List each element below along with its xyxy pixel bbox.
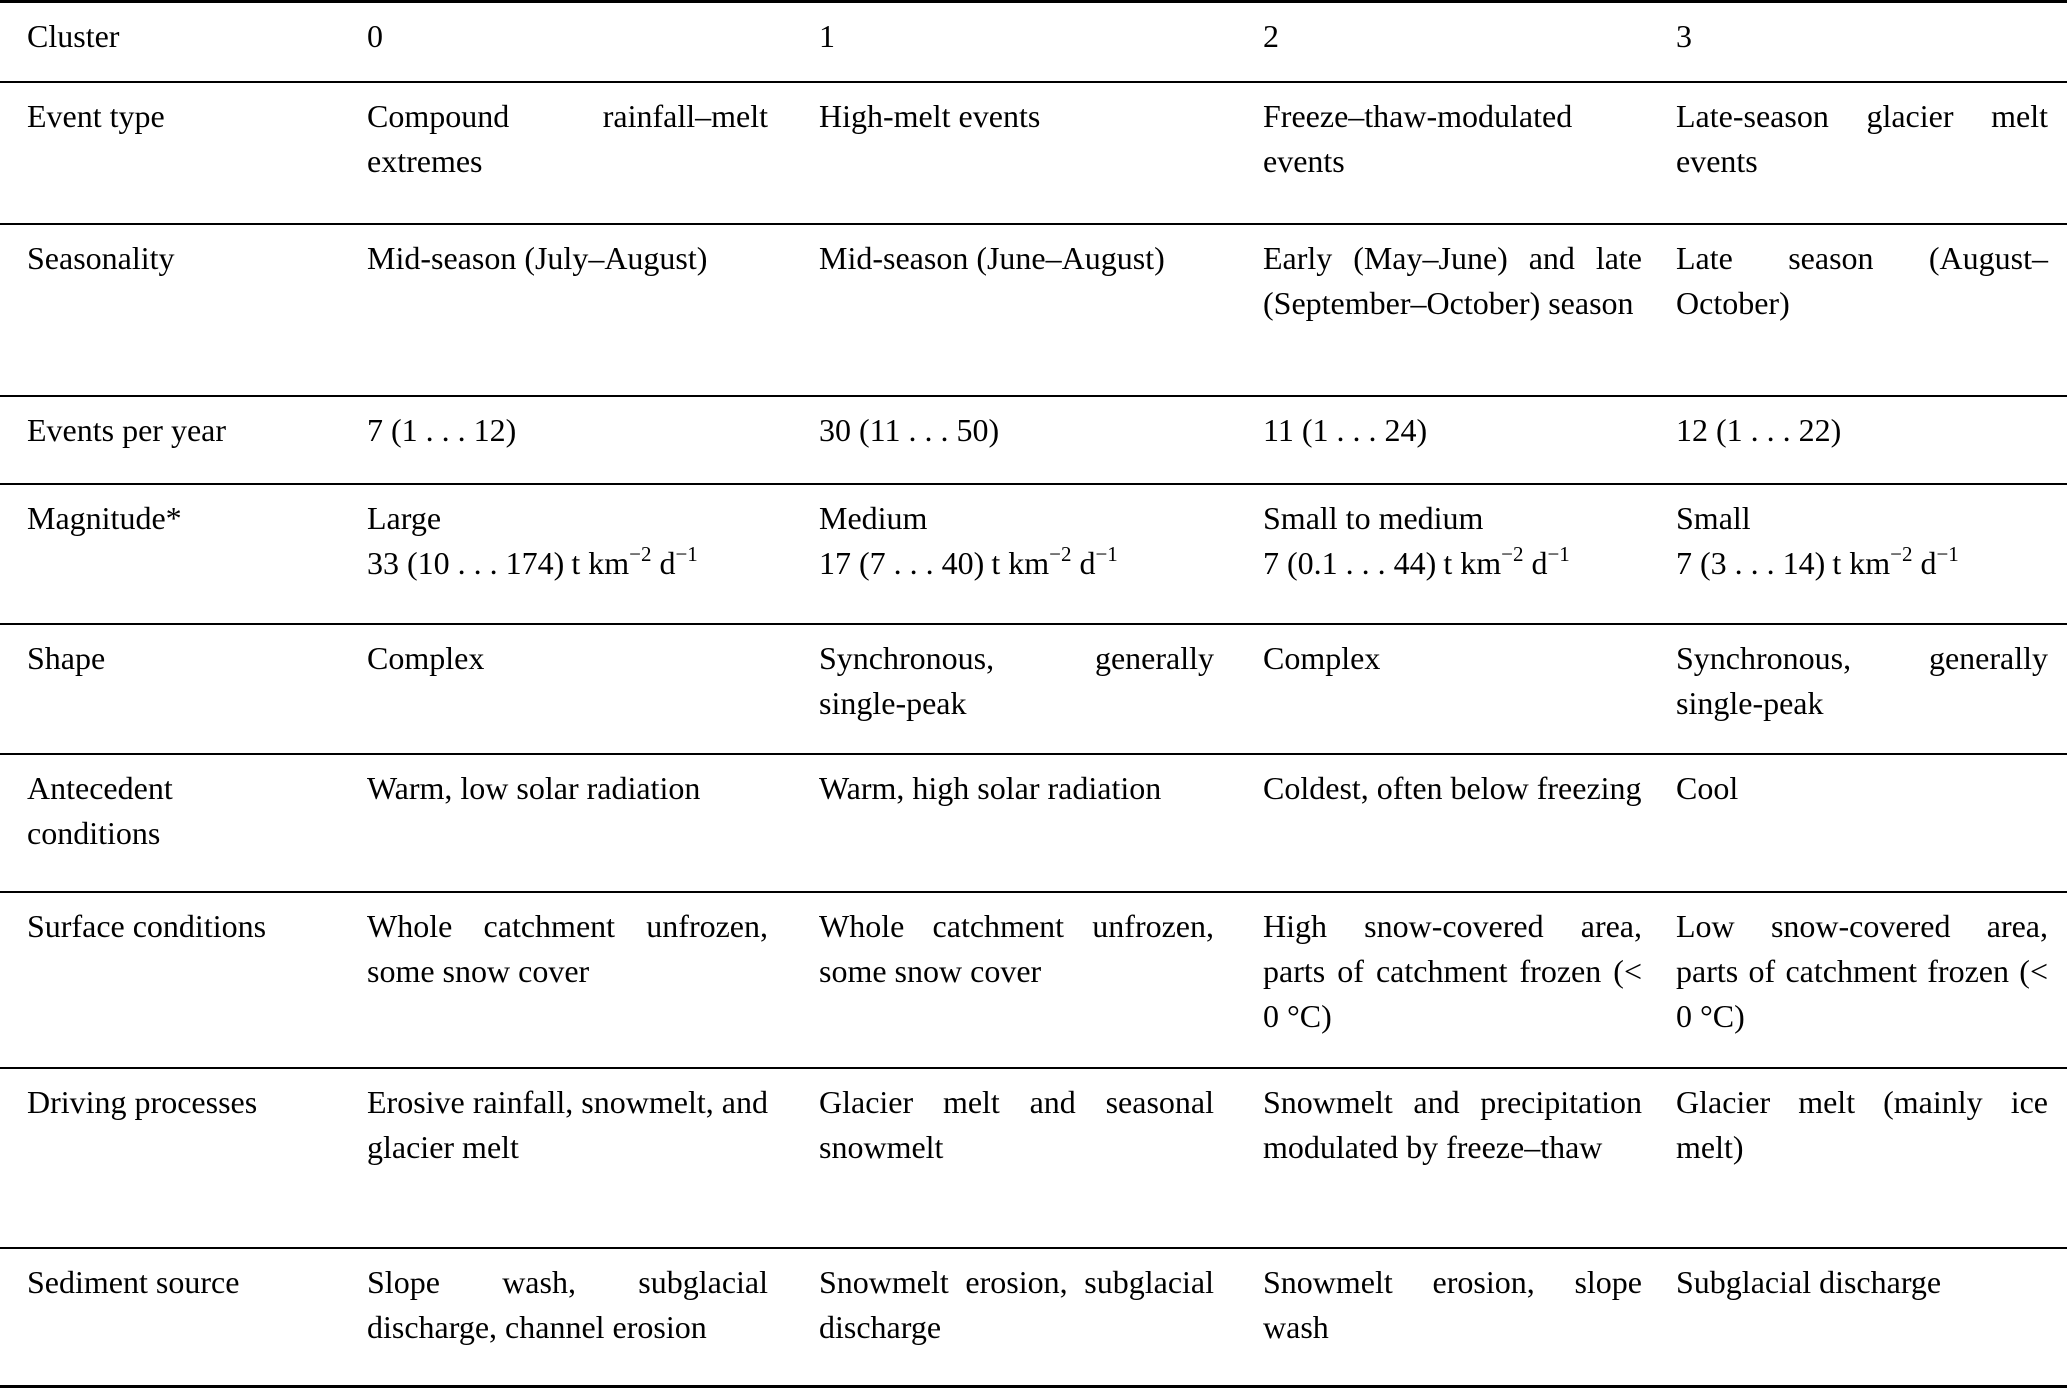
column-header-3: 3 — [1676, 18, 1692, 54]
magnitude-rate: 7 (0.1 . . . 44) t km−2 d−1 — [1263, 541, 1642, 586]
unit-t-km: t km — [1443, 545, 1502, 581]
table-cell: Coldest, often below freezing — [1262, 753, 1675, 892]
table-cell: Early (May–June) and late (September–Oct… — [1262, 223, 1675, 396]
column-header-2: 2 — [1263, 18, 1279, 54]
table-cell: Glacier melt and seasonal snowmelt — [818, 1067, 1262, 1248]
table-row-sediment-source: Sediment source Slope wash, subglacial d… — [0, 1247, 2067, 1387]
row-label: Events per year — [0, 395, 366, 484]
unit-exponent-d: −1 — [1095, 542, 1118, 566]
table-cell: Whole catchment unfrozen, some snow cove… — [366, 891, 818, 1068]
row-label: Seasonality — [0, 223, 366, 396]
magnitude-rate-value: 17 (7 . . . 40) — [819, 545, 985, 581]
magnitude-rate: 17 (7 . . . 40) t km−2 d−1 — [819, 541, 1214, 586]
table-cell: High snow-covered area, parts of catchme… — [1262, 891, 1675, 1068]
magnitude-rate-value: 7 (0.1 . . . 44) — [1263, 545, 1437, 581]
unit-exponent-d: −1 — [1547, 542, 1570, 566]
unit-t-km: t km — [571, 545, 630, 581]
row-label: Antecedent conditions — [0, 753, 366, 892]
table-cell: Snowmelt erosion, subglacial discharge — [818, 1247, 1262, 1387]
table-row-shape: Shape Complex Synchronous, generally sin… — [0, 623, 2067, 754]
column-header-0: 0 — [367, 18, 383, 54]
magnitude-rate-value: 7 (3 . . . 14) — [1676, 545, 1826, 581]
row-label: Driving processes — [0, 1067, 366, 1248]
table-cell: High-melt events — [818, 81, 1262, 224]
table-cell: 12 (1 . . . 22) — [1675, 395, 2067, 484]
table-cell: Whole catchment unfrozen, some snow cove… — [818, 891, 1262, 1068]
table-cell: Warm, high solar radiation — [818, 753, 1262, 892]
unit-exponent-km: −2 — [1890, 542, 1913, 566]
table-cell: Large 33 (10 . . . 174) t km−2 d−1 — [366, 483, 818, 624]
table-row-antecedent-conditions: Antecedent conditions Warm, low solar ra… — [0, 753, 2067, 892]
table-cell: 7 (1 . . . 12) — [366, 395, 818, 484]
unit-d: d — [1531, 545, 1548, 581]
table-cell: Mid-season (July–August) — [366, 223, 818, 396]
table-cell: Glacier melt (mainly ice melt) — [1675, 1067, 2067, 1248]
table-cell: Compound rainfall–melt extremes — [366, 81, 818, 224]
unit-d: d — [659, 545, 676, 581]
table-cell: Late season (August–October) — [1675, 223, 2067, 396]
unit-d: d — [1920, 545, 1937, 581]
magnitude-level: Small to medium — [1263, 500, 1484, 536]
row-label: Shape — [0, 623, 366, 754]
table-cell: Subglacial discharge — [1675, 1247, 2067, 1387]
table-cell: Erosive rainfall, snowmelt, and glacier … — [366, 1067, 818, 1248]
table-row-driving-processes: Driving processes Erosive rainfall, snow… — [0, 1067, 2067, 1248]
header-cluster-label: Cluster — [27, 18, 120, 54]
row-label: Magnitude* — [0, 483, 366, 624]
table-cell: Freeze–thaw-modulated events — [1262, 81, 1675, 224]
table-cell: Slope wash, subglacial discharge, channe… — [366, 1247, 818, 1387]
table-cell: Snowmelt and precipitation modulated by … — [1262, 1067, 1675, 1248]
unit-t-km: t km — [1832, 545, 1891, 581]
table-row-magnitude: Magnitude* Large 33 (10 . . . 174) t km−2… — [0, 483, 2067, 624]
table-cell: Cool — [1675, 753, 2067, 892]
magnitude-rate: 33 (10 . . . 174) t km−2 d−1 — [367, 541, 768, 586]
table-cell: Complex — [366, 623, 818, 754]
unit-t-km: t km — [991, 545, 1050, 581]
magnitude-rate-value: 33 (10 . . . 174) — [367, 545, 565, 581]
table-cell: Late-season glacier melt events — [1675, 81, 2067, 224]
table-cell: Synchronous, generally single-peak — [818, 623, 1262, 754]
table-cell: Medium 17 (7 . . . 40) t km−2 d−1 — [818, 483, 1262, 624]
table-row-events-per-year: Events per year 7 (1 . . . 12) 30 (11 . … — [0, 395, 2067, 484]
table-cell: Complex — [1262, 623, 1675, 754]
row-label: Surface conditions — [0, 891, 366, 1068]
table-cell: Mid-season (June–August) — [818, 223, 1262, 396]
column-header-1: 1 — [819, 18, 835, 54]
unit-exponent-d: −1 — [1936, 542, 1959, 566]
magnitude-level: Large — [367, 500, 442, 536]
table-row-seasonality: Seasonality Mid-season (July–August) Mid… — [0, 223, 2067, 396]
row-label: Sediment source — [0, 1247, 366, 1387]
table-cell: Small to medium 7 (0.1 . . . 44) t km−2 d−… — [1262, 483, 1675, 624]
table-cell: Snowmelt erosion, slope wash — [1262, 1247, 1675, 1387]
magnitude-rate: 7 (3 . . . 14) t km−2 d−1 — [1676, 541, 2048, 586]
magnitude-level: Small — [1676, 500, 1751, 536]
unit-exponent-km: −2 — [1049, 542, 1072, 566]
unit-exponent-d: −1 — [675, 542, 698, 566]
table-row-event-type: Event type Compound rainfall–melt extrem… — [0, 81, 2067, 224]
unit-exponent-km: −2 — [1501, 542, 1524, 566]
unit-exponent-km: −2 — [629, 542, 652, 566]
table-cell: Low snow-covered area, parts of catchmen… — [1675, 891, 2067, 1068]
table-cell: 11 (1 . . . 24) — [1262, 395, 1675, 484]
table-cell: 30 (11 . . . 50) — [818, 395, 1262, 484]
table-row-surface-conditions: Surface conditions Whole catchment unfro… — [0, 891, 2067, 1068]
table-cell: Synchronous, generally single-peak — [1675, 623, 2067, 754]
row-label: Event type — [0, 81, 366, 224]
magnitude-level: Medium — [819, 500, 928, 536]
table-header-row: Cluster 0 1 2 3 — [0, 2, 2067, 83]
table-cell: Warm, low solar radiation — [366, 753, 818, 892]
table-cell: Small 7 (3 . . . 14) t km−2 d−1 — [1675, 483, 2067, 624]
unit-d: d — [1079, 545, 1096, 581]
